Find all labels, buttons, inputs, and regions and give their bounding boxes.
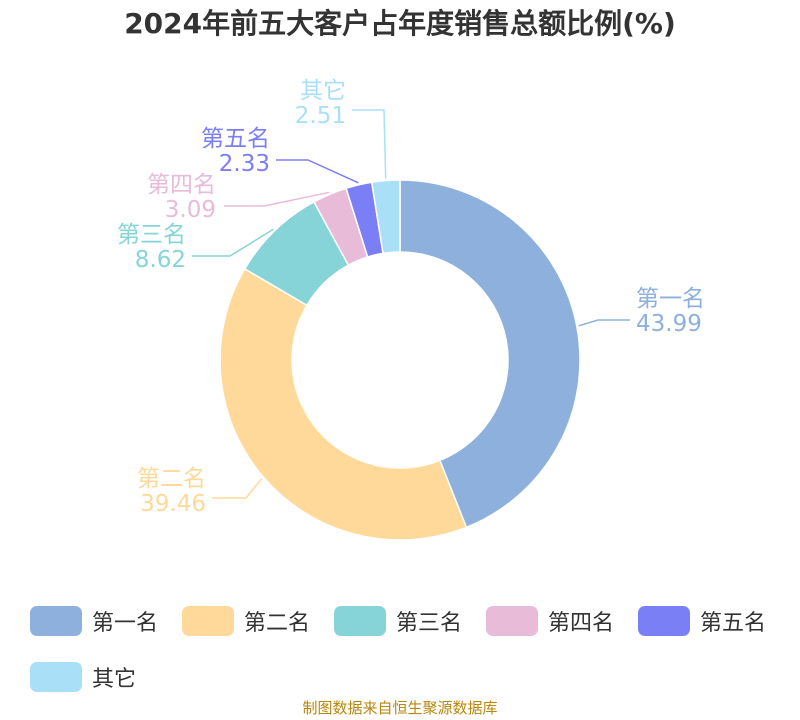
leader-line-fourth [224,191,330,207]
legend-label: 第二名 [244,611,311,636]
legend-item-third[interactable]: 第三名 [334,604,486,638]
leader-line-fifth [276,159,359,184]
slice-value-third: 8.62 [135,247,186,273]
legend-label: 第一名 [92,611,159,636]
legend-label: 第四名 [548,611,615,636]
legend-item-first[interactable]: 第一名 [30,604,182,638]
legend-swatch [182,606,234,636]
legend-swatch [486,606,538,636]
slice-label-second: 第二名 [137,466,206,492]
legend-swatch [638,606,690,636]
leader-line-second [212,477,263,499]
slice-label-first: 第一名 [636,286,705,312]
legend-swatch [30,606,82,636]
legend-label: 第三名 [396,611,463,636]
legend-label: 第五名 [700,611,767,636]
slice-value-fifth: 2.33 [219,151,270,177]
leader-line-first [578,319,630,327]
legend-item-fifth[interactable]: 第五名 [638,604,790,638]
legend-label: 其它 [92,667,137,692]
legend-item-second[interactable]: 第二名 [182,604,334,638]
legend-item-fourth[interactable]: 第四名 [486,604,638,638]
slice-other [370,179,401,255]
slice-value-other: 2.51 [295,103,346,129]
leader-line-other [352,109,387,179]
slice-second [219,267,468,541]
slice-label-other: 其它 [300,78,346,104]
legend-swatch [334,606,386,636]
slice-value-first: 43.99 [636,311,702,337]
slice-label-fifth: 第五名 [201,126,270,152]
legend-swatch [30,662,82,692]
legend-item-other[interactable]: 其它 [30,660,182,694]
source-note: 制图数据来自恒生聚源数据库 [302,699,498,717]
chart-title: 2024年前五大客户占年度销售总额比例(%) [124,7,676,40]
legend: 第一名 第二名 第三名 第四名 第五名其它 [30,604,790,694]
leader-line-third [192,228,274,257]
slice-label-fourth: 第四名 [147,172,216,198]
slice-label-third: 第三名 [117,222,186,248]
slice-value-fourth: 3.09 [165,197,216,223]
slice-value-second: 39.46 [140,491,206,517]
slice-first [399,179,581,529]
